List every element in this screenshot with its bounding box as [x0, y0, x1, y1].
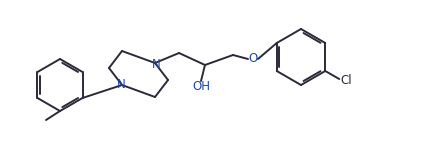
Text: Cl: Cl — [341, 74, 352, 86]
Text: N: N — [151, 57, 160, 71]
Text: OH: OH — [192, 79, 210, 93]
Text: O: O — [248, 52, 258, 64]
Text: N: N — [117, 78, 125, 90]
